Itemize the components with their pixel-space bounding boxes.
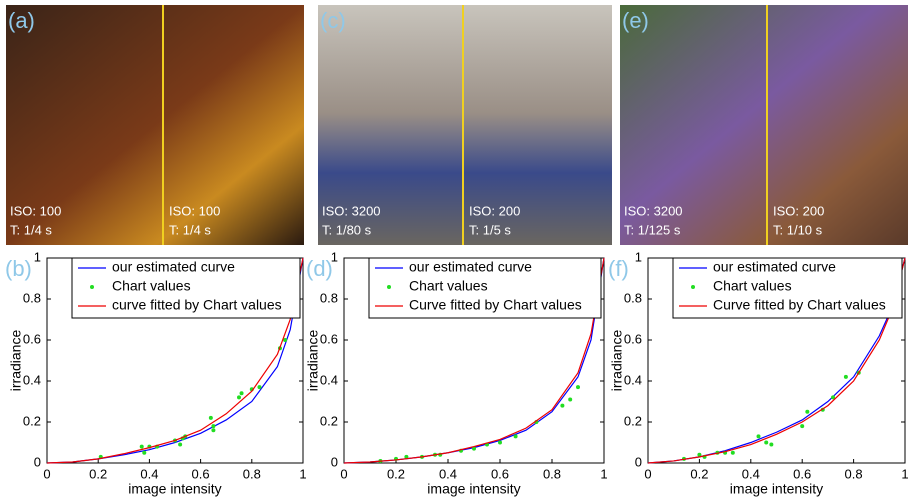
legend-label: Curve fitted by Chart values (713, 297, 886, 313)
y-tick-label: 0.8 (320, 290, 338, 305)
y-axis-label: irradiance (609, 330, 625, 392)
x-tick-label: 1 (600, 466, 607, 481)
legend-swatch (90, 285, 94, 289)
y-tick-label: 0.4 (23, 372, 41, 387)
exposure-text: T: 1/4 s (10, 222, 52, 237)
exposure-text: T: 1/4 s (169, 222, 211, 237)
chart-point (178, 443, 182, 447)
y-axis-label: irradiance (305, 330, 321, 392)
x-tick-label: 0.8 (543, 466, 561, 481)
chart-point (211, 428, 215, 432)
panel-label: (c) (320, 8, 346, 33)
x-tick-label: 0.2 (387, 466, 405, 481)
chart-point (498, 441, 502, 445)
chart-point (757, 434, 761, 438)
x-tick-label: 0 (644, 466, 651, 481)
exposure-text: T: 1/125 s (624, 222, 681, 237)
chart-point (568, 397, 572, 401)
chart-point (764, 441, 768, 445)
panel-label: (a) (8, 8, 35, 33)
x-tick-label: 0.8 (243, 466, 261, 481)
panel-label: (b) (5, 256, 32, 281)
exposure-text: ISO: 100 (169, 203, 220, 218)
x-tick-label: 0 (340, 466, 347, 481)
y-tick-label: 0.8 (23, 290, 41, 305)
y-tick-label: 1 (635, 249, 642, 264)
exposure-text: T: 1/5 s (469, 222, 511, 237)
x-axis-label: image intensity (427, 481, 520, 497)
exposure-text: T: 1/10 s (773, 222, 823, 237)
chart: 0 0.2 0.4 0.6 0.8 1 0 0.2 0.4 0.6 0.8 1 image intens… (608, 249, 908, 496)
chart-point (731, 451, 735, 455)
chart-point (240, 391, 244, 395)
exposure-text: ISO: 3200 (624, 203, 683, 218)
y-tick-label: 0 (635, 454, 642, 469)
exposure-text: ISO: 200 (469, 203, 520, 218)
y-tick-label: 0 (34, 454, 41, 469)
y-tick-label: 0.6 (23, 331, 41, 346)
x-tick-label: 0.4 (439, 466, 457, 481)
chart-point (211, 424, 215, 428)
legend-label: our estimated curve (713, 259, 836, 275)
chart: 0 0.2 0.4 0.6 0.8 1 0 0.2 0.4 0.6 0.8 1 image intens… (5, 249, 307, 496)
exposure-text: T: 1/80 s (322, 222, 372, 237)
chart-point (805, 410, 809, 414)
y-axis-label: irradiance (8, 330, 24, 392)
x-tick-label: 0.4 (140, 466, 158, 481)
exposure-text: ISO: 100 (10, 203, 61, 218)
y-tick-label: 0 (331, 454, 338, 469)
chart-point (800, 424, 804, 428)
chart-point (257, 385, 261, 389)
x-tick-label: 0.2 (89, 466, 107, 481)
x-tick-label: 0.2 (690, 466, 708, 481)
chart-point (576, 385, 580, 389)
chart-point (237, 395, 241, 399)
y-tick-label: 0.6 (320, 331, 338, 346)
y-tick-label: 0.4 (320, 372, 338, 387)
chart-point (209, 416, 213, 420)
chart-point (844, 375, 848, 379)
chart-point (142, 451, 146, 455)
legend-swatch (691, 285, 695, 289)
legend-label: curve fitted by Chart values (112, 297, 282, 313)
x-tick-label: 1 (901, 466, 908, 481)
chart-point (769, 443, 773, 447)
exposure-text: ISO: 200 (773, 203, 824, 218)
y-tick-label: 1 (34, 249, 41, 264)
y-tick-label: 0.6 (624, 331, 642, 346)
chart-row: 0 0.2 0.4 0.6 0.8 1 0 0.2 0.4 0.6 0.8 1 image intens… (5, 249, 908, 496)
panel-label: (e) (622, 8, 649, 33)
x-tick-label: 0.8 (845, 466, 863, 481)
legend-label: Chart values (409, 278, 488, 294)
x-tick-label: 0.6 (793, 466, 811, 481)
legend-label: Chart values (112, 278, 191, 294)
y-tick-label: 0.2 (624, 413, 642, 428)
y-tick-label: 0.8 (624, 290, 642, 305)
x-tick-label: 1 (299, 466, 306, 481)
panel-label: (d) (306, 256, 333, 281)
x-tick-label: 0.6 (192, 466, 210, 481)
x-axis-label: image intensity (730, 481, 823, 497)
legend-label: Chart values (713, 278, 792, 294)
exposure-text: ISO: 3200 (322, 203, 381, 218)
y-tick-label: 0.2 (320, 413, 338, 428)
panel-label: (f) (608, 256, 629, 281)
legend-label: our estimated curve (409, 259, 532, 275)
chart-point (514, 434, 518, 438)
legend-label: Curve fitted by Chart values (409, 297, 582, 313)
x-axis-label: image intensity (128, 481, 221, 497)
x-tick-label: 0.4 (742, 466, 760, 481)
photo-row: (a) ISO: 100 T: 1/4 s ISO: 100 T: 1/4 s (c) IS… (6, 5, 908, 245)
chart-point (560, 404, 564, 408)
chart-point (140, 445, 144, 449)
x-tick-label: 0 (43, 466, 50, 481)
y-tick-label: 0.4 (624, 372, 642, 387)
x-tick-label: 0.6 (491, 466, 509, 481)
figure: (a) ISO: 100 T: 1/4 s ISO: 100 T: 1/4 s (c) IS… (0, 0, 908, 498)
legend-swatch (387, 285, 391, 289)
legend-label: our estimated curve (112, 259, 235, 275)
y-tick-label: 0.2 (23, 413, 41, 428)
